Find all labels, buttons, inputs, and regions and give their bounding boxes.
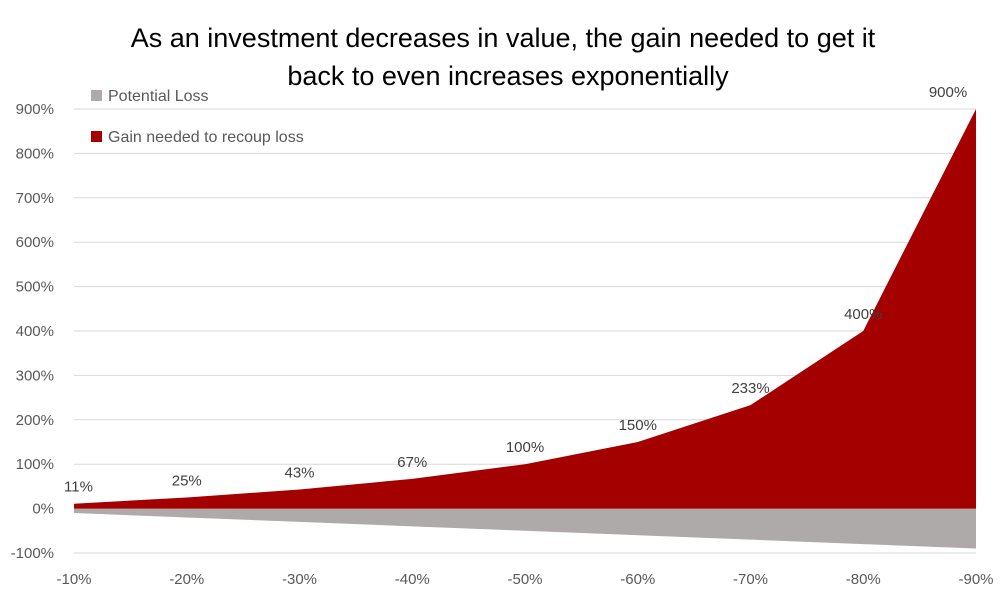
x-tick-label: -20% bbox=[169, 571, 204, 588]
x-axis-ticks: -10% -20% -30% -40% -50% -60% -70% -80% -90% bbox=[56, 571, 993, 588]
x-tick-label: -10% bbox=[56, 571, 91, 588]
legend-swatch-gain-needed bbox=[91, 131, 102, 142]
data-label: 67% bbox=[397, 454, 427, 471]
data-label: 400% bbox=[844, 306, 882, 323]
legend-label-potential-loss: Potential Loss bbox=[108, 88, 209, 105]
x-tick-label: -70% bbox=[733, 571, 768, 588]
y-tick-label: -100% bbox=[11, 545, 54, 562]
x-tick-label: -90% bbox=[958, 571, 993, 588]
data-label: 43% bbox=[284, 465, 314, 482]
x-tick-label: -30% bbox=[282, 571, 317, 588]
legend-label-gain-needed: Gain needed to recoup loss bbox=[108, 129, 304, 146]
data-label: 25% bbox=[172, 473, 202, 490]
y-tick-label: 800% bbox=[16, 145, 54, 162]
y-tick-label: 700% bbox=[16, 190, 54, 207]
y-tick-label: 400% bbox=[16, 323, 54, 340]
x-tick-label: -60% bbox=[620, 571, 655, 588]
area-gain-needed bbox=[74, 109, 976, 509]
data-label: 100% bbox=[506, 439, 544, 456]
area-potential-loss bbox=[74, 508, 976, 549]
chart-title-line-1: As an investment decreases in value, the… bbox=[131, 23, 876, 53]
x-tick-label: -80% bbox=[846, 571, 881, 588]
x-tick-label: -50% bbox=[507, 571, 542, 588]
y-tick-label: 900% bbox=[16, 101, 54, 118]
y-axis-ticks: -100% 0% 100% 200% 300% 400% 500% 600% 700% 800% 9… bbox=[11, 101, 54, 562]
legend-swatch-potential-loss bbox=[91, 90, 102, 101]
chart-title-line-2: back to even increases exponentially bbox=[287, 61, 729, 91]
y-tick-label: 300% bbox=[16, 367, 54, 384]
data-label: 233% bbox=[731, 380, 769, 397]
data-label: 900% bbox=[929, 84, 967, 101]
series-areas bbox=[74, 109, 976, 549]
y-tick-label: 100% bbox=[16, 456, 54, 473]
y-tick-label: 500% bbox=[16, 279, 54, 296]
data-labels: 11% 25% 43% 67% 100% 150% 233% 400% 900% bbox=[64, 84, 967, 496]
x-tick-label: -40% bbox=[395, 571, 430, 588]
y-tick-label: 200% bbox=[16, 412, 54, 429]
y-tick-label: 0% bbox=[32, 501, 54, 518]
data-label: 150% bbox=[619, 417, 657, 434]
data-label: 11% bbox=[64, 479, 93, 496]
y-tick-label: 600% bbox=[16, 234, 54, 251]
legend: Potential Loss Gain needed to recoup los… bbox=[91, 88, 304, 146]
